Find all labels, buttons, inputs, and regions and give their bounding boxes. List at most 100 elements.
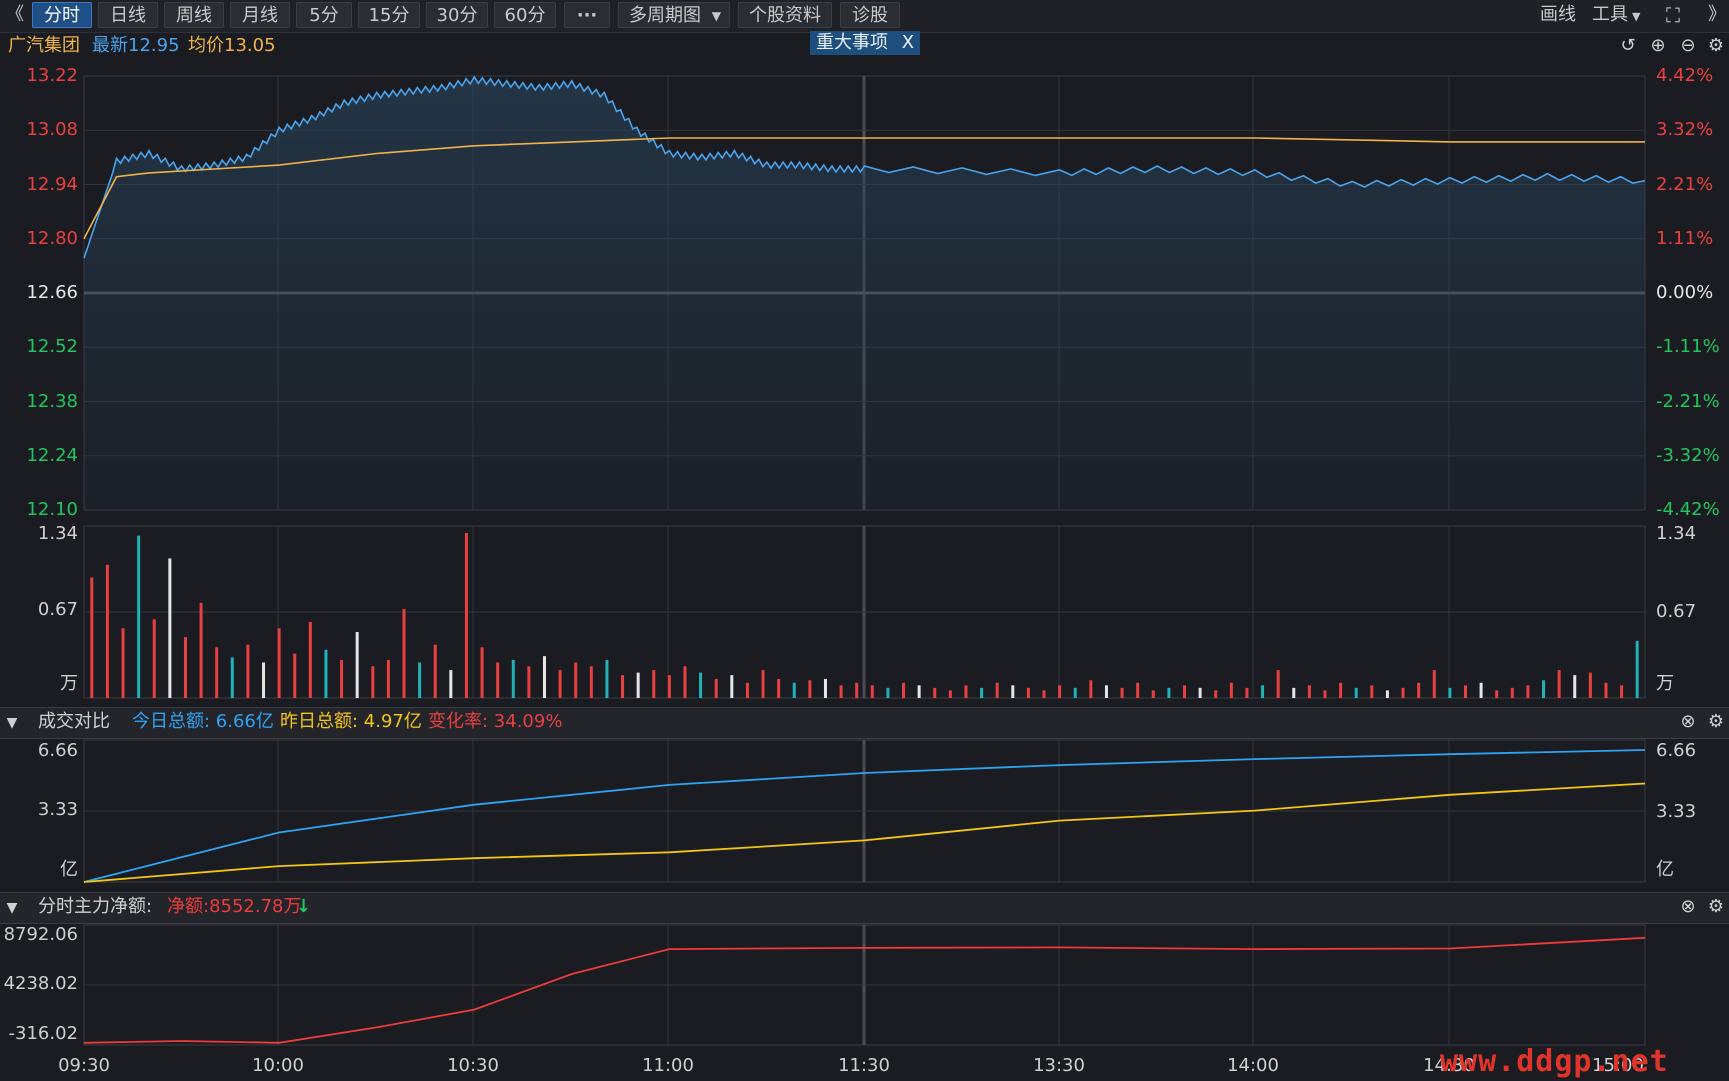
volume-bar	[496, 662, 500, 698]
volume-bar	[605, 659, 609, 698]
price-line	[83, 75, 1646, 259]
volume-bar	[1339, 682, 1343, 698]
volume-bar	[558, 670, 562, 698]
volume-bar	[293, 653, 297, 698]
tab-60min[interactable]: 60分	[494, 2, 556, 28]
price-tick-right: 0.00%	[1656, 282, 1714, 303]
volume-bar	[1183, 685, 1187, 698]
multi-period-dropdown[interactable]: 多周期图 ▼	[618, 2, 730, 28]
volume-bar	[464, 533, 468, 698]
volume-bar	[402, 609, 406, 698]
volume-bar	[683, 666, 687, 698]
tab-30min[interactable]: 30分	[426, 2, 488, 28]
more-periods-button[interactable]: ···	[564, 2, 610, 28]
major-events-label: 重大事项	[816, 32, 888, 53]
volume-bar	[1401, 687, 1405, 698]
volume-bar	[277, 628, 281, 698]
turnover-tick-right: 亿	[1656, 859, 1674, 880]
main-net-flow-line	[83, 936, 1646, 1044]
volume-bar	[574, 662, 578, 698]
undo-icon[interactable]: ↺	[1620, 35, 1636, 56]
tab-15min[interactable]: 15分	[358, 2, 420, 28]
gear-icon[interactable]: ⚙	[1707, 711, 1725, 732]
volume-bar	[246, 644, 250, 698]
volume-bar	[1557, 670, 1561, 698]
tab-monthly[interactable]: 月线	[230, 2, 290, 28]
tab-intraday[interactable]: 分时	[32, 2, 92, 28]
price-tick-left: 12.38	[26, 390, 78, 412]
volume-bar	[948, 690, 952, 698]
gear-icon[interactable]: ⚙	[1707, 896, 1725, 917]
volume-bar	[340, 659, 344, 698]
volume-bar	[1229, 682, 1233, 698]
zoom-out-icon[interactable]: ⊖	[1680, 35, 1696, 56]
net-amount: 净额:8552.78万	[167, 896, 302, 917]
volume-bar	[699, 672, 703, 698]
time-tick: 09:30	[58, 1055, 110, 1076]
tools-label: 工具	[1592, 4, 1628, 25]
tab-daily[interactable]: 日线	[98, 2, 158, 28]
draw-line-button[interactable]: 画线	[1540, 4, 1576, 25]
volume-bar	[386, 659, 390, 698]
volume-bar	[1526, 685, 1530, 698]
price-tick-right: -1.11%	[1656, 336, 1720, 358]
volume-bar	[761, 670, 765, 698]
volume-bar	[137, 535, 141, 698]
volume-bar	[902, 682, 906, 698]
fullscreen-icon[interactable]: ⛶	[1666, 3, 1680, 27]
time-tick: 11:30	[838, 1055, 890, 1076]
volume-bar	[1448, 687, 1452, 698]
collapse-icon[interactable]: ▼	[6, 715, 18, 731]
diagnose-button[interactable]: 诊股	[840, 2, 900, 28]
volume-bar	[1245, 687, 1249, 698]
time-tick: 13:30	[1033, 1055, 1085, 1076]
volume-bar	[1198, 687, 1202, 698]
close-icon[interactable]: ⊗	[1680, 896, 1696, 917]
price-tick-right: -2.21%	[1656, 390, 1720, 412]
volume-bar	[839, 685, 843, 698]
volume-bar	[527, 666, 531, 698]
volume-bar	[1026, 687, 1030, 698]
volume-bar	[621, 675, 625, 698]
back-icon[interactable]: 《	[6, 4, 24, 25]
watermark: www.ddgp.net	[1440, 1044, 1669, 1079]
volume-bar	[1588, 672, 1592, 698]
price-tick-right: -4.42%	[1656, 499, 1720, 520]
volume-bar	[730, 675, 734, 698]
volume-bar	[1635, 640, 1639, 698]
volume-bar	[105, 564, 109, 698]
gear-icon[interactable]: ⚙	[1707, 35, 1725, 56]
volume-tick-left: 0.67	[37, 599, 78, 620]
turnover-tick-left: 3.33	[37, 799, 78, 820]
close-icon[interactable]: X	[901, 32, 915, 53]
volume-bar	[90, 577, 94, 698]
chart-toolbar: 《 分时 日线 周线 月线 5分 15分 30分 60分 ··· 多周期图 ▼ …	[0, 0, 1729, 33]
stock-info-button[interactable]: 个股资料	[738, 2, 832, 28]
turnover-tick-left: 亿	[60, 859, 78, 880]
chevron-down-icon: ▼	[711, 9, 721, 23]
volume-bar	[808, 680, 812, 698]
time-tick: 10:00	[252, 1055, 304, 1076]
volume-bar	[183, 637, 187, 698]
volume-bar	[1214, 690, 1218, 698]
zoom-in-icon[interactable]: ⊕	[1650, 35, 1666, 56]
close-icon[interactable]: ⊗	[1680, 711, 1696, 732]
turnover-tick-right: 3.33	[1656, 801, 1697, 822]
volume-bar	[1604, 682, 1608, 698]
collapse-icon[interactable]: ▼	[6, 900, 18, 916]
major-events-tag[interactable]: 重大事项 X	[810, 31, 921, 55]
tools-dropdown[interactable]: 工具 ▼	[1592, 2, 1640, 28]
tab-weekly[interactable]: 周线	[164, 2, 224, 28]
volume-bar	[262, 662, 266, 698]
flow-panel-header: ▼ 分时主力净额: 净额:8552.78万 ↓ ⊗ ⚙	[0, 892, 1729, 924]
tab-5min[interactable]: 5分	[296, 2, 352, 28]
price-tick-left: 13.22	[26, 65, 78, 86]
price-tick-left: 12.94	[26, 173, 78, 195]
forward-icon[interactable]: 》	[1708, 4, 1726, 25]
volume-bar	[324, 649, 328, 698]
today-turnover-line	[83, 749, 1646, 883]
time-tick: 10:30	[447, 1055, 499, 1076]
volume-tick-left: 1.34	[37, 523, 78, 544]
volume-bar	[449, 670, 453, 698]
volume-bar	[1058, 685, 1062, 698]
